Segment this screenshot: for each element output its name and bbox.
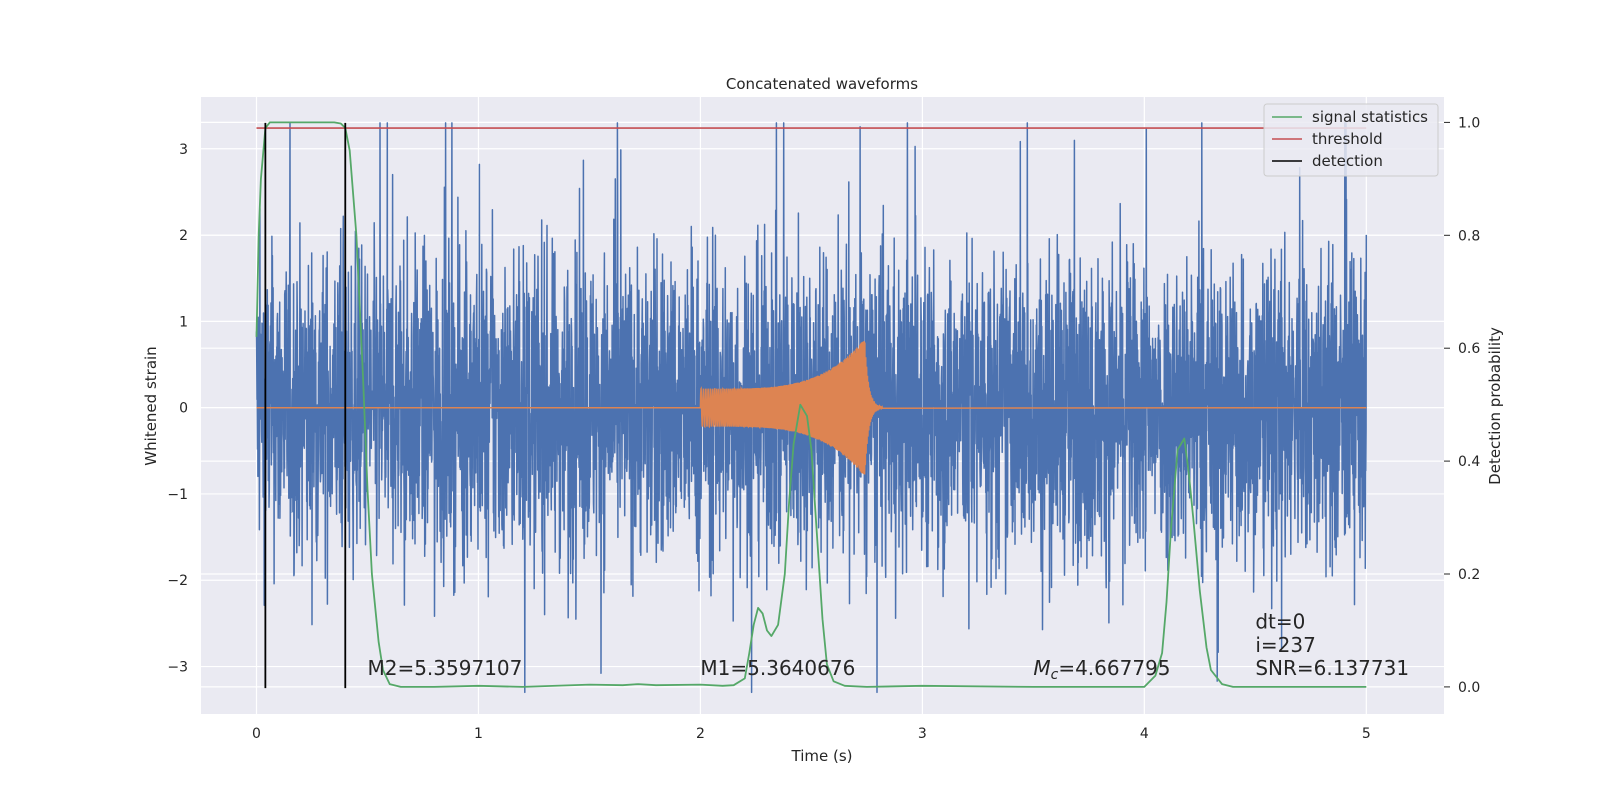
- y-tick-label: −1: [167, 487, 188, 503]
- x-tick-label: 5: [1362, 726, 1371, 742]
- y-right-tick-label: 0.2: [1458, 567, 1480, 583]
- legend-signal-statistics-label: signal statistics: [1312, 108, 1428, 126]
- annotations-layer: M2=5.3597107 M1=5.3640676 Mc=4.667795 dt=0i…: [367, 610, 1409, 684]
- y-tick-label: 2: [179, 228, 188, 244]
- x-axis-label: Time (s): [791, 747, 853, 765]
- x-tick-label: 0: [252, 726, 261, 742]
- ticks-layer: 0 1 2 3 4 5 −3 −2 −1 0 1 2 3 0.0 0.2 0.4 0.6 0.8 1.0: [167, 115, 1480, 742]
- x-tick-label: 4: [1140, 726, 1149, 742]
- x-tick-label: 3: [918, 726, 927, 742]
- annotation-snr: SNR=6.137731: [1255, 656, 1409, 680]
- legend: signal statistics threshold detection: [1263, 103, 1439, 177]
- whitened-strain-series: [255, 122, 1368, 694]
- annotation-m2: M2=5.3597107: [367, 656, 522, 680]
- y-right-tick-label: 0.4: [1458, 454, 1480, 470]
- y-axis-label: Whitened strain: [142, 346, 160, 465]
- annotation-dt: dt=0: [1255, 610, 1305, 634]
- y-tick-label: 3: [179, 142, 188, 158]
- y-right-tick-label: 0.8: [1458, 228, 1480, 244]
- y-right-tick-label: 1.0: [1458, 115, 1480, 131]
- annotation-mc: Mc=4.667795: [1033, 656, 1170, 683]
- injected-signal-series: [256, 341, 1367, 475]
- x-tick-label: 1: [474, 726, 483, 742]
- y-tick-label: 0: [179, 401, 188, 417]
- legend-detection-label: detection: [1312, 152, 1383, 170]
- legend-box: [1263, 103, 1439, 177]
- y-tick-label: −2: [167, 573, 188, 589]
- series-layer: [255, 121, 1368, 694]
- x-tick-label: 2: [696, 726, 705, 742]
- chart-title: Concatenated waveforms: [726, 75, 918, 93]
- y-axis-right-label: Detection probability: [1486, 327, 1504, 485]
- legend-threshold-label: threshold: [1312, 130, 1383, 148]
- signal-statistics-curve: [255, 121, 1367, 688]
- y-right-tick-label: 0.6: [1458, 341, 1480, 357]
- annotation-m1: M1=5.3640676: [700, 656, 855, 680]
- y-tick-label: 1: [179, 314, 188, 330]
- y-right-tick-label: 0.0: [1458, 680, 1480, 696]
- annotation-i: i=237: [1255, 633, 1316, 657]
- y-tick-label: −3: [167, 660, 188, 676]
